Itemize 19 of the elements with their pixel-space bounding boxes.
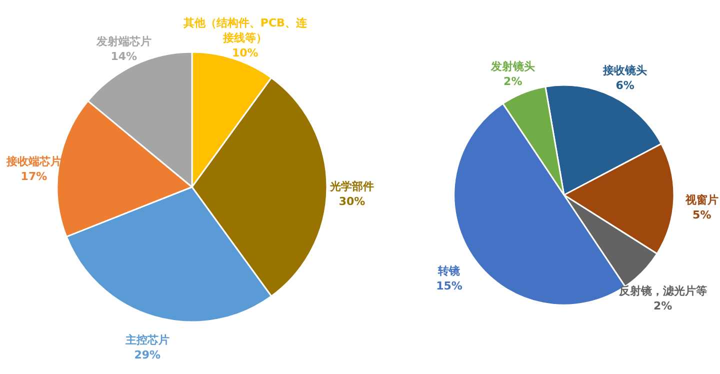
slice-label: 视窗片 [684, 193, 718, 206]
data-label: 14% [110, 50, 138, 64]
data-label: 17% [20, 170, 48, 183]
data-label: 10% [232, 46, 258, 60]
data-label: 2% [504, 74, 522, 88]
slice-label: 发射镜头 [490, 60, 535, 73]
data-label: 29% [134, 348, 161, 362]
slice-label: 其他（结构件、PCB、连接线等） [182, 16, 308, 44]
data-label: 15% [436, 280, 462, 293]
data-label: 6% [616, 79, 634, 92]
slice-label: 反射镜，滤光片等 [618, 284, 707, 298]
slice-label: 发射端芯片 [95, 35, 152, 48]
slice-label: 转镜 [437, 264, 460, 278]
slice-label: 接收镜头 [602, 64, 648, 78]
data-label: 5% [692, 208, 712, 222]
slice-label: 光学部件 [329, 180, 374, 193]
data-label: 2% [653, 299, 672, 312]
data-label: 30% [338, 195, 366, 208]
slice-label: 主控芯片 [124, 334, 170, 347]
